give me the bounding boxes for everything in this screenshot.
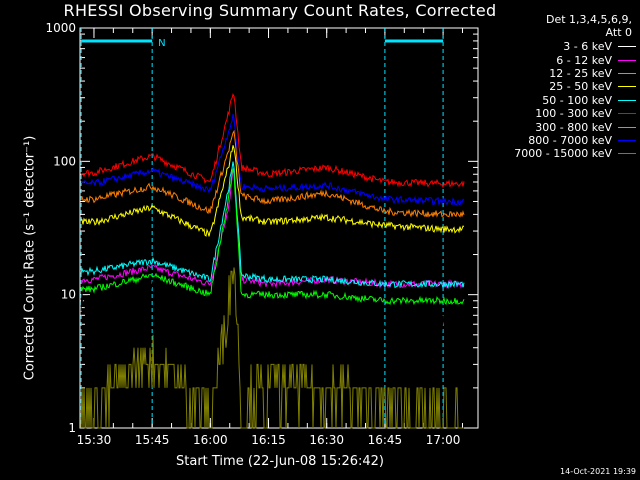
series-line-7 <box>80 168 465 306</box>
plot-timestamp: 14-Oct-2021 19:39 <box>560 467 636 476</box>
legend-swatch <box>618 46 636 48</box>
series-line-4 <box>80 145 465 237</box>
legend-entry: 6 - 12 keV <box>486 53 636 67</box>
y-tick-label: 100 <box>53 154 76 168</box>
legend-label: 100 - 300 keV <box>535 107 612 121</box>
legend: 3 - 6 keV 6 - 12 keV 12 - 25 keV 25 - 50 ke… <box>486 40 636 161</box>
x-tick-label: 16:30 <box>309 433 344 447</box>
detector-info-line-1: Det 1,3,4,5,6,9, <box>545 13 632 26</box>
chart-title: RHESSI Observing Summary Count Rates, Co… <box>63 1 497 20</box>
detector-info-line-2: Att 0 <box>605 26 632 39</box>
series-line-0 <box>80 167 465 335</box>
y-tick-label: 10 <box>61 288 76 302</box>
legend-entry: 7000 - 15000 keV <box>486 147 636 160</box>
x-tick-label: 15:30 <box>77 433 112 447</box>
legend-swatch <box>618 126 636 128</box>
x-tick-label: 16:00 <box>193 433 228 447</box>
legend-label: 7000 - 15000 keV <box>514 147 612 161</box>
legend-swatch <box>618 72 636 74</box>
series-line-3 <box>80 161 465 290</box>
flag-label: N <box>158 38 165 49</box>
series-line-1 <box>80 167 465 290</box>
legend-entry: 12 - 25 keV <box>486 67 636 80</box>
legend-swatch <box>618 113 636 115</box>
legend-label: 3 - 6 keV <box>563 40 612 54</box>
series-line-2 <box>80 93 465 189</box>
legend-label: 6 - 12 keV <box>556 53 612 67</box>
series-line-8 <box>80 267 464 429</box>
plot-frame <box>79 27 479 429</box>
legend-entry: 800 - 7000 keV <box>486 134 636 147</box>
legend-label: 25 - 50 keV <box>549 80 612 94</box>
legend-entry: 100 - 300 keV <box>486 107 636 120</box>
y-tick-label: 1 <box>68 421 76 435</box>
x-tick-label: 16:15 <box>251 433 286 447</box>
x-axis-title: Start Time (22-Jun-08 15:26:42) <box>176 454 384 469</box>
x-tick-label: 16:45 <box>368 433 403 447</box>
legend-swatch <box>618 59 636 61</box>
legend-label: 300 - 800 keV <box>535 120 612 134</box>
series-line-5 <box>80 129 465 218</box>
y-axis-title: Corrected Count Rate (s⁻¹ detector⁻¹) <box>22 135 38 381</box>
y-tick-label: 1000 <box>45 21 76 35</box>
legend-swatch <box>618 139 636 141</box>
legend-entry: 50 - 100 keV <box>486 94 636 107</box>
x-tick-label: 17:00 <box>426 433 461 447</box>
legend-entry: 3 - 6 keV <box>486 40 636 53</box>
legend-swatch <box>618 153 636 155</box>
legend-swatch <box>618 99 636 101</box>
legend-label: 50 - 100 keV <box>542 93 612 107</box>
series-line-6 <box>80 113 465 206</box>
legend-label: 800 - 7000 keV <box>528 133 612 147</box>
legend-entry: 25 - 50 keV <box>486 80 636 93</box>
x-tick-label: 15:45 <box>135 433 170 447</box>
legend-entry: 300 - 800 keV <box>486 120 636 134</box>
legend-swatch <box>618 86 636 88</box>
legend-label: 12 - 25 keV <box>549 66 612 80</box>
